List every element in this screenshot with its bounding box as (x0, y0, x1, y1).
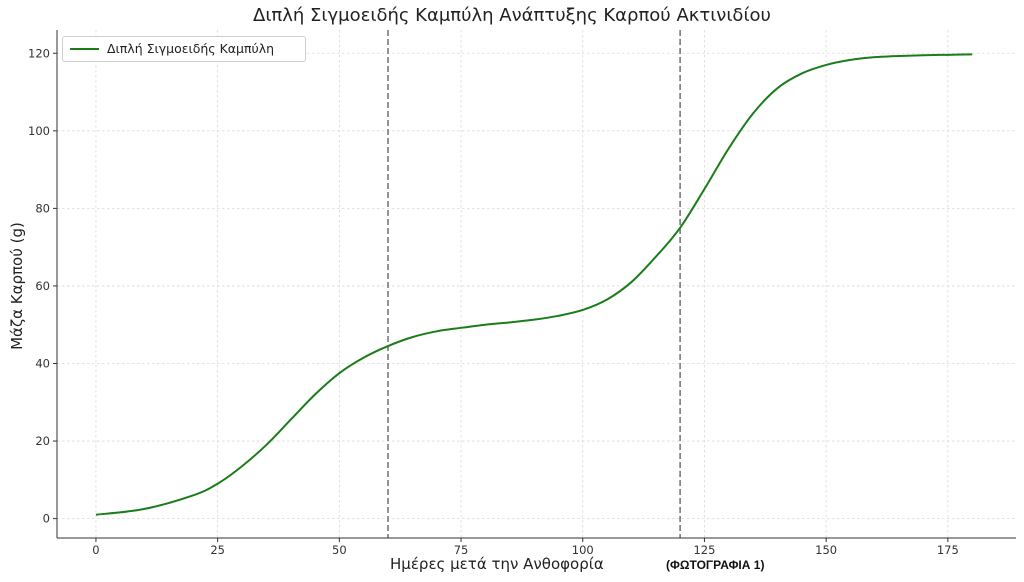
x-tick-label: 50 (332, 543, 347, 557)
series-line (95, 53, 973, 516)
x-tick-label: 75 (454, 543, 469, 557)
x-axis-label: Ημέρες μετά την Ανθοφορία (390, 555, 604, 573)
legend-swatch (70, 48, 99, 50)
series-group (95, 53, 973, 516)
x-tick-label: 125 (693, 543, 715, 557)
x-tick-label: 100 (572, 543, 594, 557)
y-tick-label: 40 (35, 356, 50, 370)
reference-lines (387, 30, 681, 538)
chart-title: Διπλή Σιγμοειδής Καμπύλη Ανάπτυξης Καρπο… (253, 5, 771, 26)
y-tick-label: 60 (35, 279, 50, 293)
y-tick-label: 80 (35, 201, 50, 215)
y-tick-label: 100 (28, 124, 50, 138)
y-tick-label: 20 (35, 434, 50, 448)
grid-lines (57, 30, 1016, 538)
y-tick-label: 0 (43, 512, 50, 526)
axes (53, 30, 1016, 542)
legend: Διπλή Σιγμοειδής Καμπύλη (62, 36, 306, 62)
photo-annotation: (ΦΩΤΟΓΡΑΦΙΑ 1) (666, 558, 765, 572)
legend-label: Διπλή Σιγμοειδής Καμπύλη (107, 41, 275, 56)
x-tick-label: 175 (937, 543, 959, 557)
x-tick-label: 0 (92, 543, 99, 557)
y-axis-label: Μάζα Καρπού (g) (8, 222, 26, 350)
y-tick-label: 120 (28, 46, 50, 60)
x-tick-label: 25 (210, 543, 225, 557)
x-tick-label: 150 (815, 543, 837, 557)
tick-labels: 0 25 50 75 100 125 150 175 0 20 40 60 80 100 120 (28, 46, 959, 557)
